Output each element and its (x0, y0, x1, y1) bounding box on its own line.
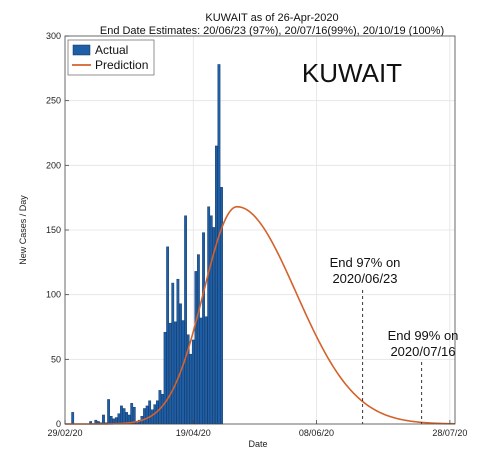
bar (171, 282, 175, 425)
annotation-lines (362, 290, 423, 424)
y-tick-label: 0 (56, 419, 61, 429)
legend-label-actual: Actual (95, 43, 128, 57)
annotation-99-line2: 2020/07/16 (390, 344, 455, 359)
legend-swatch-actual (72, 44, 91, 56)
prediction-curve (65, 205, 456, 425)
bar-series (71, 64, 223, 425)
bar (179, 303, 182, 425)
bar (191, 339, 195, 425)
bar (117, 413, 121, 425)
bar (197, 254, 200, 425)
bar (163, 331, 167, 425)
y-tick-label: 250 (46, 96, 61, 106)
legend-label-prediction: Prediction (95, 58, 148, 72)
bar (71, 412, 75, 425)
x-axis-label: Date (248, 439, 267, 449)
bar (122, 408, 126, 425)
legend: Actual Prediction (67, 39, 155, 76)
bar (150, 409, 154, 425)
x-tick-label: 28/07/20 (432, 428, 467, 438)
bar (207, 206, 211, 425)
bar (217, 64, 221, 425)
x-tick-label: 19/04/20 (176, 428, 211, 438)
bar (148, 400, 152, 425)
bar (130, 403, 134, 425)
bar (176, 278, 180, 425)
bar (145, 405, 149, 425)
bar (168, 322, 172, 425)
chart-subtitle: End Date Estimates: 20/06/23 (97%), 20/0… (100, 25, 444, 37)
bar (109, 416, 113, 425)
y-tick-label: 150 (46, 225, 61, 235)
x-tick-label: 29/02/20 (47, 428, 82, 438)
bar (194, 271, 198, 425)
annotation-97-line1: End 97% on (330, 255, 401, 270)
x-axis: 29/02/20 19/04/20 08/06/20 28/07/20 (47, 420, 467, 438)
y-tick-label: 100 (46, 290, 61, 300)
x-tick-label: 08/06/20 (299, 428, 334, 438)
bar (204, 316, 208, 425)
bar (161, 394, 164, 425)
annotation-97-line2: 2020/06/23 (332, 271, 397, 286)
bar (102, 414, 105, 425)
country-label: KUWAIT (302, 58, 402, 88)
bar (220, 187, 223, 425)
bar (199, 317, 203, 425)
annotation-99-line1: End 99% on (388, 328, 459, 343)
bar (181, 320, 185, 425)
bar (202, 232, 205, 425)
y-tick-label: 200 (46, 160, 61, 170)
y-axis: 0 50 100 150 200 250 300 (46, 31, 69, 429)
bar (215, 145, 218, 425)
bar (107, 399, 110, 425)
bar (184, 215, 187, 425)
chart-title: KUWAIT as of 26-Apr-2020 (205, 12, 338, 24)
bar (209, 215, 213, 425)
bar (173, 321, 177, 425)
bar (189, 353, 193, 425)
y-tick-label: 300 (46, 31, 61, 41)
bar (120, 405, 123, 425)
bar (143, 408, 146, 425)
y-axis-label: New Cases / Day (18, 195, 28, 265)
y-tick-label: 50 (51, 354, 61, 364)
